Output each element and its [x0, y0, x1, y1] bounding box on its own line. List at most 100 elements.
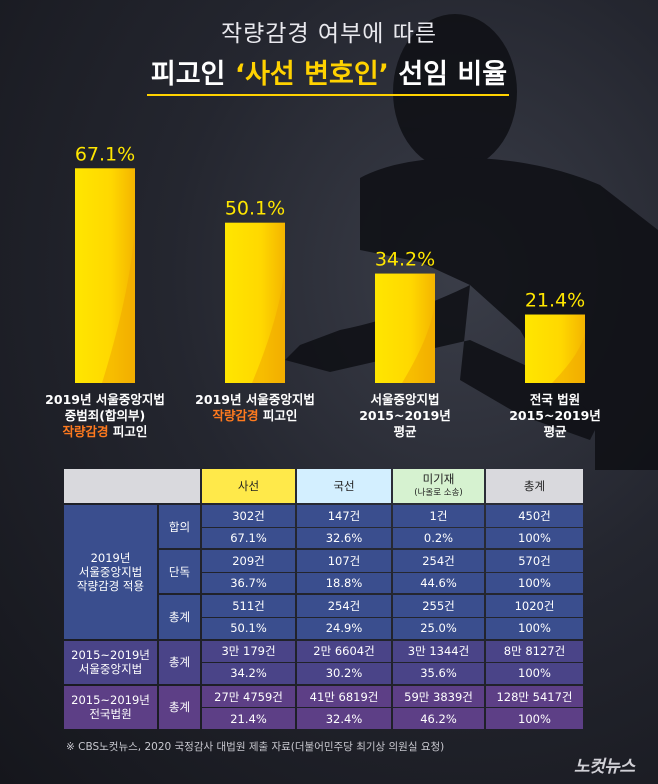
- table-row-header: 단독: [159, 550, 200, 594]
- table-group-2-label: 2015~2019년 서울중앙지법: [64, 640, 157, 684]
- table-cell-count: 254건: [393, 550, 484, 572]
- bar-2-shade: [252, 262, 285, 383]
- table-group-2-label-line-1: 2015~2019년: [71, 648, 150, 663]
- table-cell-count: 41만 6819건: [297, 685, 391, 708]
- x-label-1-line-1: 2019년 서울중앙지법: [45, 392, 165, 407]
- bar-chart: 67.1% 50.1% 34.2% 21.4%: [75, 143, 585, 383]
- x-label-4-line-1: 전국 법원: [529, 392, 581, 407]
- bar-3-shade: [402, 300, 435, 383]
- x-label-1-orange: 작량감경: [62, 424, 109, 439]
- table-cell-count: 209건: [202, 550, 295, 572]
- table-cell-count: 107건: [297, 550, 391, 572]
- table-cell-percent: 30.2%: [297, 663, 391, 684]
- table-group-1-label-line-2: 서울중앙지법: [78, 564, 143, 579]
- bar-4-shade: [552, 331, 585, 383]
- x-label-1-line-2: 중범죄(합의부): [64, 408, 146, 423]
- table-cell-percent: 50.1%: [202, 618, 295, 639]
- x-label-2: 2019년 서울중앙지법 작량감경 피고인: [180, 392, 330, 424]
- table-header-4-label: 총계: [523, 479, 546, 493]
- title-highlight: ‘사선 변호인’: [234, 59, 389, 90]
- table-cell-count: 1건: [393, 505, 484, 527]
- table-corner-cell: [64, 469, 200, 503]
- table-cell-percent: 100%: [486, 663, 583, 684]
- x-label-2-orange: 작량감경: [212, 408, 259, 423]
- table-group-1-label-line-3: 작량감경 적용: [76, 578, 145, 593]
- x-label-4: 전국 법원 2015~2019년 평균: [480, 392, 630, 440]
- table-group-1-label: 2019년 서울중앙지법 작량감경 적용: [64, 505, 157, 639]
- table-row-header: 총계: [159, 640, 200, 684]
- table-cell-count: 302건: [202, 505, 295, 527]
- x-label-3: 서울중앙지법 2015~2019년 평균: [330, 392, 480, 440]
- x-label-4-line-3: 평균: [543, 424, 567, 439]
- table-cell-count: 3만 179건: [202, 640, 295, 663]
- bar-3-value-label: 34.2%: [375, 249, 435, 271]
- source-note: ※ CBS노컷뉴스, 2020 국정감사 대법원 제출 자료(더불어민주당 최기…: [66, 741, 445, 753]
- x-label-2-tail: 피고인: [262, 408, 298, 423]
- table-cell-percent: 100%: [486, 708, 583, 729]
- table-group-3-label: 2015~2019년 전국법원: [64, 685, 157, 729]
- x-label-1-line-3: 작량감경 피고인: [30, 424, 180, 440]
- table-cell-count: 147건: [297, 505, 391, 527]
- table-cell-count: 59만 3839건: [393, 685, 484, 708]
- table-cell-percent: 67.1%: [202, 527, 295, 549]
- table-header-3-sublabel: (나올로 소송): [414, 488, 463, 498]
- table-group-3-label-line-2: 전국법원: [89, 707, 132, 722]
- x-label-1: 2019년 서울중앙지법 중범죄(합의부) 작량감경 피고인: [30, 392, 180, 440]
- table-cell-percent: 100%: [486, 527, 583, 549]
- table-cell-percent: 21.4%: [202, 708, 295, 729]
- table-cell-count: 1020건: [486, 595, 583, 617]
- table-header-1-label: 사선: [237, 479, 260, 493]
- table-cell-percent: 46.2%: [393, 708, 484, 729]
- table-header-3: 미기재 (나올로 소송): [393, 469, 484, 503]
- table-cell-count: 511건: [202, 595, 295, 617]
- table-group-3-label-line-1: 2015~2019년: [71, 693, 150, 708]
- table-cell-count: 570건: [486, 550, 583, 572]
- x-label-4-line-2: 2015~2019년: [509, 408, 601, 423]
- title-suffix: 선임 비율: [398, 59, 508, 90]
- title-prefix: 피고인: [150, 59, 226, 90]
- table-row-header: 총계: [159, 595, 200, 639]
- table-header-3-label: 미기재: [422, 472, 455, 486]
- table-header-1: 사선: [202, 469, 295, 503]
- table-cell-percent: 35.6%: [393, 663, 484, 684]
- table-group-1-label-line-1: 2019년: [90, 550, 131, 565]
- x-label-2-line-2: 작량감경 피고인: [180, 408, 330, 424]
- title-line-1: 작량감경 여부에 따른: [220, 21, 438, 47]
- x-label-3-line-2: 2015~2019년: [359, 408, 451, 423]
- table-cell-count: 254건: [297, 595, 391, 617]
- table-header-2-label: 국선: [333, 479, 355, 493]
- x-label-3-line-3: 평균: [393, 424, 417, 439]
- x-label-1-tail: 피고인: [112, 424, 148, 439]
- table-cell-count: 255건: [393, 595, 484, 617]
- table-cell-percent: 18.8%: [297, 572, 391, 594]
- table-cell-percent: 25.0%: [393, 618, 484, 639]
- table-cell-percent: 36.7%: [202, 572, 295, 594]
- table-cell-percent: 100%: [486, 618, 583, 639]
- bar-4-value-label: 21.4%: [525, 290, 585, 312]
- table-cell-percent: 100%: [486, 572, 583, 594]
- bar-1-shade: [102, 221, 135, 383]
- table-row-header: 합의: [159, 505, 200, 549]
- table-row-header: 총계: [159, 685, 200, 729]
- table-cell-percent: 34.2%: [202, 663, 295, 684]
- table-cell-count: 3만 1344건: [393, 640, 484, 663]
- table-cell-percent: 32.4%: [297, 708, 391, 729]
- table-cell-percent: 44.6%: [393, 572, 484, 594]
- table-cell-count: 128만 5417건: [486, 685, 583, 708]
- table-cell-count: 2만 6604건: [297, 640, 391, 663]
- table-cell-count: 27만 4759건: [202, 685, 295, 708]
- title-underline: [147, 94, 509, 96]
- table-header-4: 총계: [486, 469, 583, 503]
- cbs-nocut-news-logo: 노컷뉴스: [574, 757, 635, 777]
- table-group-2-label-line-2: 서울중앙지법: [78, 662, 143, 677]
- data-table: 사선 국선 미기재 (나올로 소송) 총계 2019년 서울중앙지법 작량감경 적용 합의 302…: [64, 469, 585, 731]
- table-cell-count: 450건: [486, 505, 583, 527]
- bar-1-value-label: 67.1%: [75, 143, 135, 165]
- table-header-2: 국선: [297, 469, 391, 503]
- table-cell-percent: 24.9%: [297, 618, 391, 639]
- table-cell-percent: 0.2%: [393, 527, 484, 549]
- table-cell-percent: 32.6%: [297, 527, 391, 549]
- x-label-3-line-1: 서울중앙지법: [370, 392, 440, 407]
